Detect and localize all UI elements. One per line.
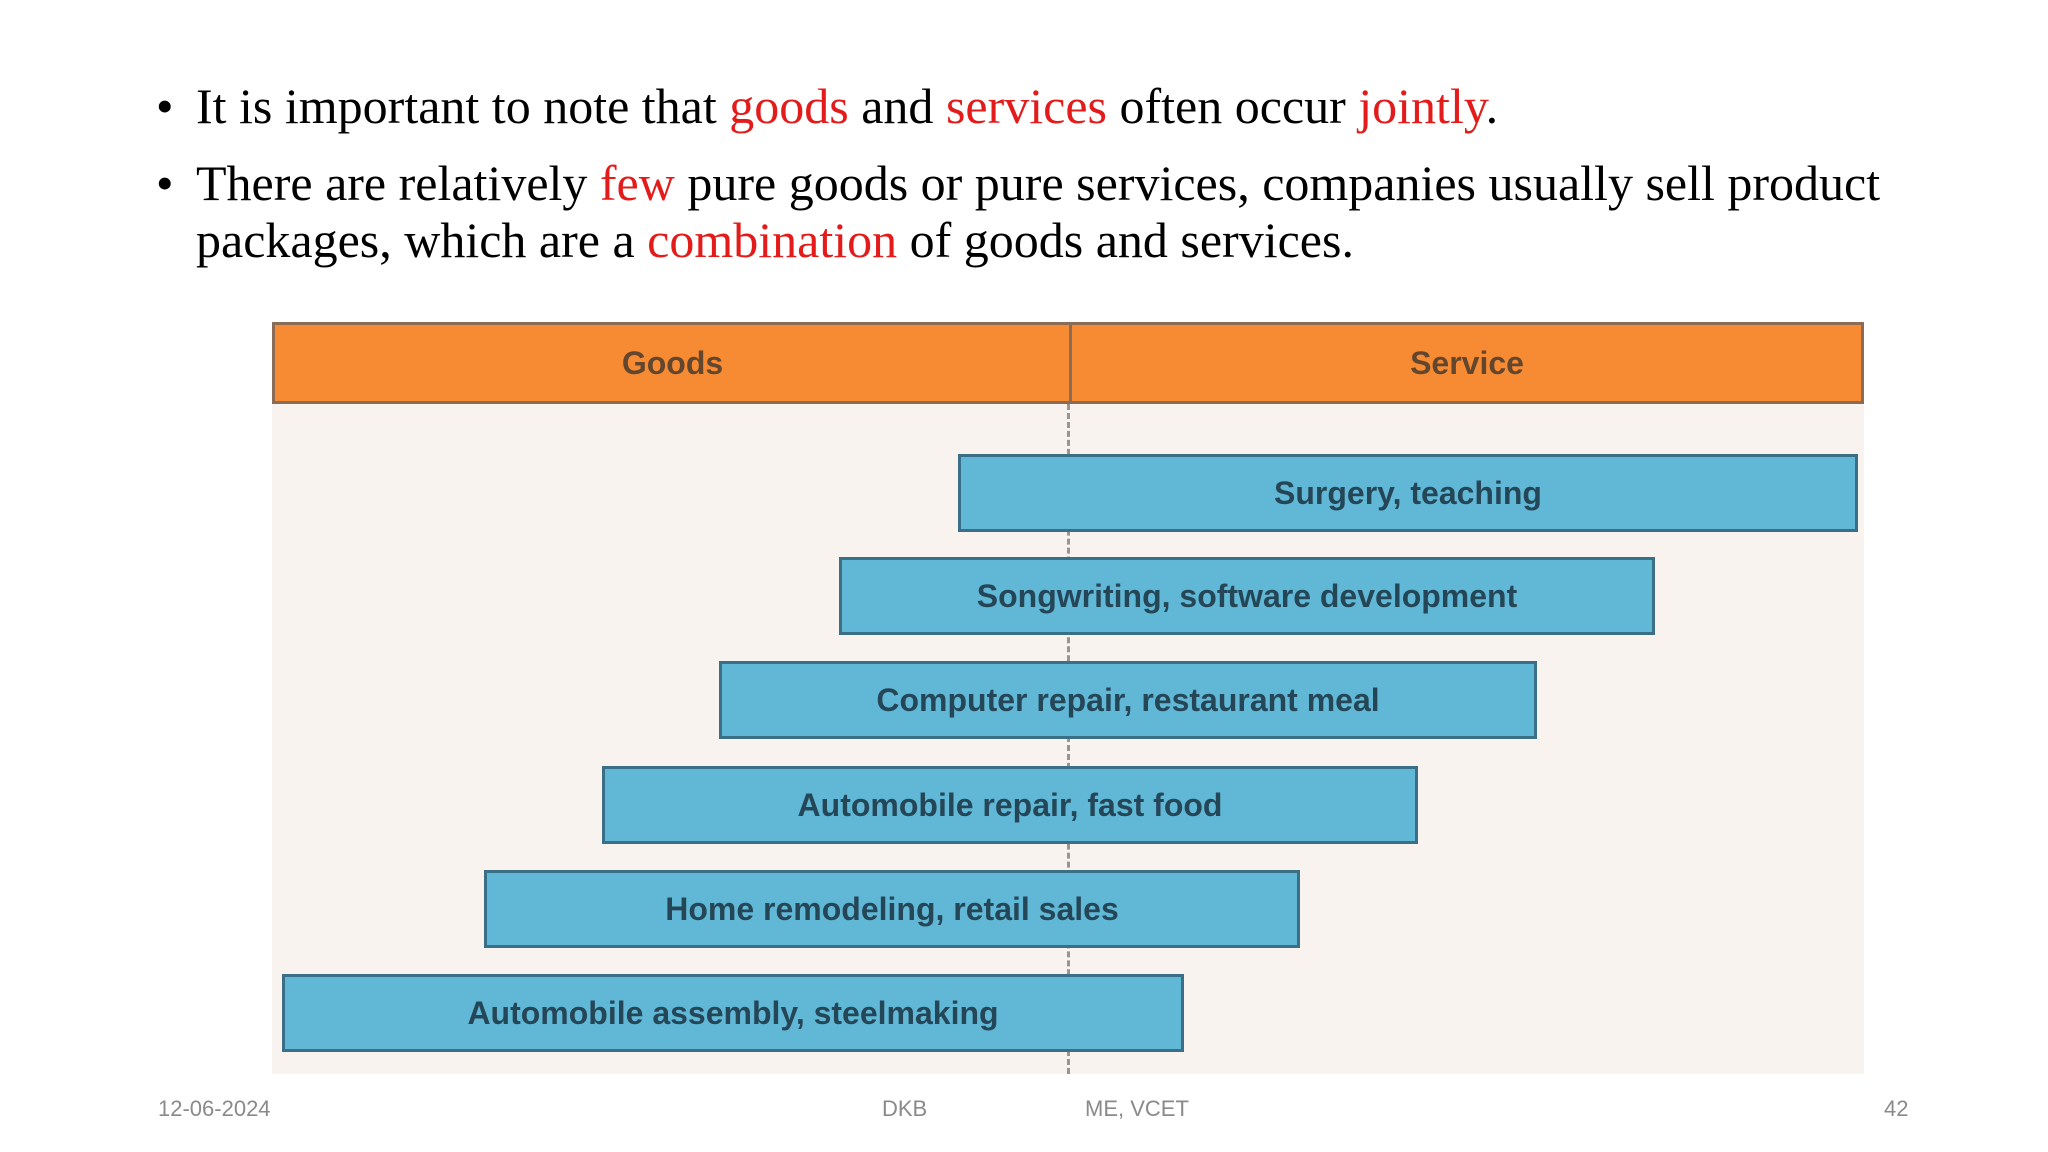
highlight-combination: combination [647, 212, 898, 268]
bullet-dot: • [156, 78, 174, 134]
bar-computer-repair-restaurant: Computer repair, restaurant meal [719, 661, 1537, 739]
highlight-jointly: jointly [1358, 78, 1486, 134]
center-dashed-line [1067, 404, 1070, 1074]
header-service: Service [1410, 345, 1524, 381]
footer-dept: ME, VCET [1085, 1096, 1189, 1121]
bar-automobile-assembly-steel: Automobile assembly, steelmaking [282, 974, 1184, 1052]
bar-home-remodeling-retail: Home remodeling, retail sales [484, 870, 1300, 948]
bar-surgery-teaching: Surgery, teaching [958, 454, 1858, 532]
footer-date: 12-06-2024 [158, 1096, 271, 1121]
bar-automobile-repair-fastfood: Automobile repair, fast food [602, 766, 1418, 844]
footer-author: DKB [882, 1096, 928, 1121]
highlight-services: services [945, 78, 1107, 134]
header-divider [1069, 325, 1072, 401]
bullet-item: • It is important to note that goods and… [156, 78, 1499, 134]
highlight-goods: goods [729, 78, 849, 134]
highlight-few: few [599, 155, 675, 211]
footer-page-number: 42 [1884, 1096, 1909, 1121]
bullet-list: • It is important to note that goods and… [156, 78, 1976, 289]
header-goods: Goods [621, 345, 724, 381]
bullet-item: • There are relatively few pure goods or… [156, 155, 1881, 268]
goods-service-continuum-diagram: Goods Service Surgery, teaching Songwrit… [272, 322, 1864, 1074]
bullet-dot: • [156, 155, 174, 211]
bar-songwriting-software: Songwriting, software development [839, 557, 1655, 635]
diagram-header: Goods Service [272, 322, 1864, 404]
